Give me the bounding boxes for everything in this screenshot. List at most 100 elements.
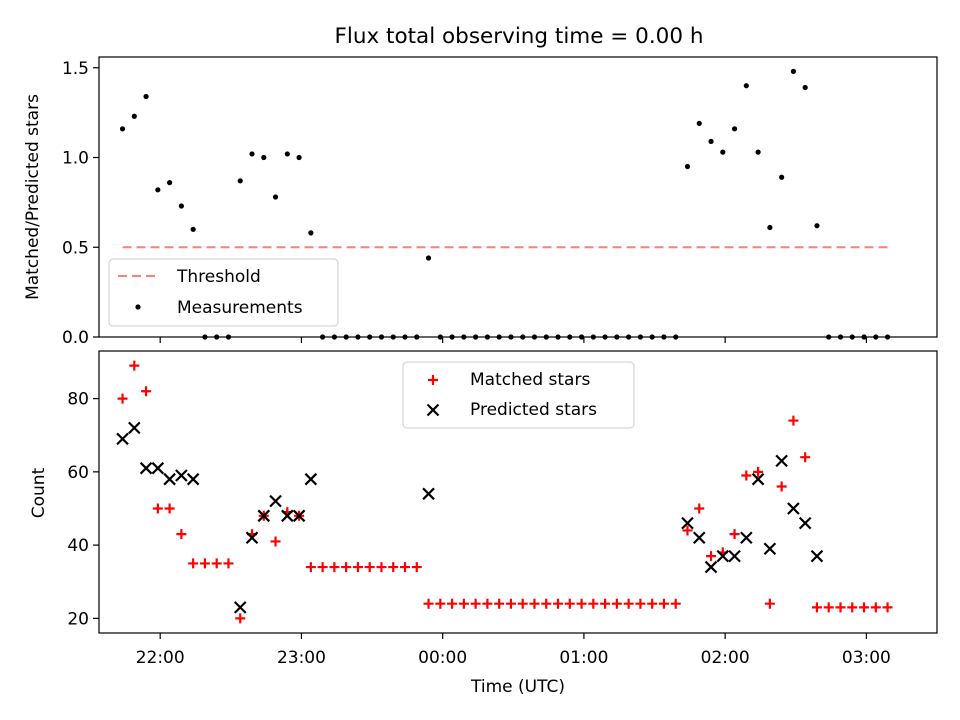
- measurement-point-61: [837, 334, 844, 340]
- top-y-ticks: 0.0 0.5 1.0 1.5: [62, 59, 99, 348]
- matched-star-point-19: [341, 562, 352, 573]
- bottom-y-tick-label-0: 20: [67, 609, 89, 629]
- predicted-star-point-11: [281, 509, 294, 523]
- predicted-star-point-18: [716, 549, 730, 563]
- matched-star-point-30: [470, 598, 481, 609]
- measurement-point-2: [143, 93, 149, 100]
- matched-star-point-9: [223, 558, 234, 569]
- top-y-label: Matched/Predicted stars: [23, 94, 43, 300]
- matched-star-point-60: [823, 602, 834, 613]
- predicted-star-point-4: [163, 472, 176, 486]
- measurement-point-51: [720, 149, 726, 155]
- predicted-stars-points: [116, 421, 824, 614]
- predicted-star-point-9: [257, 509, 271, 523]
- bottom-legend: Matched stars Predicted stars: [402, 361, 635, 429]
- measurement-point-7: [202, 334, 208, 340]
- bottom-legend-box: [402, 361, 635, 429]
- measurement-point-8: [214, 334, 220, 340]
- legend-measurements-swatch: [135, 304, 141, 310]
- measurement-point-52: [731, 126, 738, 132]
- measurement-point-29: [461, 334, 467, 340]
- measurement-point-16: [308, 230, 314, 236]
- predicted-star-point-14: [422, 487, 435, 501]
- matched-star-point-28: [447, 598, 458, 609]
- measurement-point-56: [779, 174, 785, 180]
- matched-star-point-13: [270, 536, 281, 547]
- measurement-point-14: [284, 151, 290, 157]
- measurement-point-19: [343, 334, 349, 340]
- top-y-tick-label-3: 1.5: [62, 59, 89, 79]
- matched-star-point-35: [529, 598, 540, 609]
- measurement-point-25: [414, 334, 420, 340]
- matched-star-point-22: [376, 562, 387, 573]
- predicted-star-point-12: [292, 509, 306, 523]
- measurement-point-20: [355, 334, 361, 340]
- measurement-point-47: [673, 334, 679, 340]
- measurement-point-63: [861, 334, 867, 340]
- matched-star-point-4: [164, 503, 175, 514]
- matched-star-point-48: [682, 525, 693, 536]
- legend-predicted-swatch: [426, 403, 440, 417]
- matched-star-point-7: [199, 558, 210, 569]
- matched-star-point-36: [541, 598, 552, 609]
- x-tick-label-1: 23:00: [277, 648, 326, 668]
- top-legend: Threshold Measurements: [108, 258, 339, 327]
- matched-star-point-10: [235, 613, 246, 624]
- measurement-point-38: [567, 334, 573, 340]
- measurement-point-34: [520, 334, 526, 340]
- predicted-star-point-22: [763, 542, 777, 556]
- bottom-y-label: Count: [29, 467, 49, 518]
- measurement-point-40: [590, 334, 596, 340]
- measurement-point-9: [225, 334, 232, 340]
- top-y-tick-label-0: 0.0: [62, 328, 89, 348]
- x-tick-label-4: 02:00: [701, 648, 750, 668]
- measurement-point-59: [814, 223, 820, 229]
- predicted-star-point-21: [751, 472, 765, 486]
- matched-star-point-31: [482, 598, 493, 609]
- matched-star-point-32: [494, 598, 505, 609]
- measurement-point-36: [543, 334, 549, 340]
- measurement-point-10: [237, 178, 243, 184]
- matched-star-point-55: [764, 598, 775, 609]
- x-axis-label: Time (UTC): [470, 677, 565, 697]
- predicted-star-point-25: [798, 516, 812, 530]
- predicted-star-point-5: [175, 469, 188, 482]
- measurement-point-11: [249, 151, 255, 157]
- matched-star-point-46: [658, 598, 669, 609]
- measurement-point-0: [119, 126, 126, 132]
- measurement-point-45: [649, 334, 655, 340]
- matched-star-point-8: [211, 558, 222, 569]
- measurement-point-18: [331, 334, 337, 340]
- matched-star-point-0: [117, 393, 128, 404]
- measurement-point-57: [790, 68, 797, 74]
- measurement-point-6: [190, 226, 196, 232]
- measurement-point-24: [402, 334, 408, 340]
- legend-matched-label: Matched stars: [470, 370, 590, 390]
- matched-star-point-54: [753, 466, 764, 477]
- matched-star-point-6: [188, 558, 199, 569]
- predicted-star-point-13: [304, 472, 318, 486]
- measurement-point-43: [626, 334, 632, 340]
- matched-star-point-56: [776, 481, 787, 492]
- matched-star-point-59: [811, 602, 822, 613]
- matched-star-point-26: [423, 598, 434, 609]
- measurement-point-13: [272, 194, 279, 200]
- measurement-point-31: [484, 334, 490, 340]
- matched-star-point-1: [129, 360, 140, 371]
- measurement-point-39: [578, 334, 585, 340]
- legend-predicted-marker: [426, 403, 440, 417]
- measurement-point-58: [802, 84, 808, 91]
- matched-star-point-38: [564, 598, 575, 609]
- predicted-star-point-19: [728, 549, 741, 563]
- matched-star-point-47: [670, 598, 681, 609]
- legend-matched-marker: [428, 375, 438, 385]
- top-y-tick-label-2: 1.0: [62, 149, 89, 169]
- matched-star-point-63: [859, 602, 870, 613]
- matched-star-point-27: [435, 598, 446, 609]
- matched-star-point-20: [352, 562, 363, 573]
- measurement-point-65: [884, 334, 891, 340]
- measurement-point-12: [261, 154, 267, 161]
- predicted-star-point-15: [681, 516, 694, 530]
